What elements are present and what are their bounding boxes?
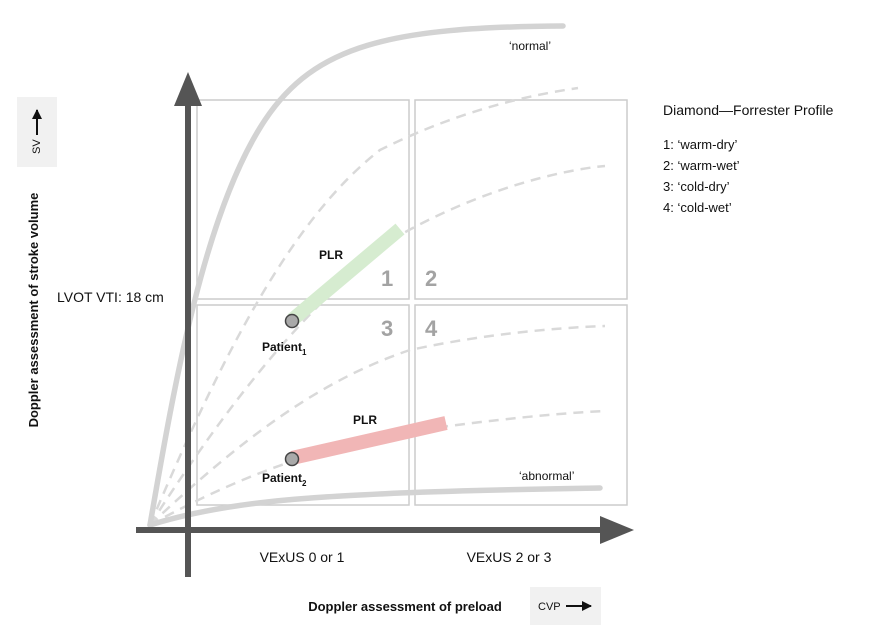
lvot-vti-label: LVOT VTI: 18 cm — [57, 289, 164, 305]
legend-title: Diamond—Forrester Profile — [663, 102, 834, 118]
legend-item-1: 1: ‘warm-dry’ — [663, 137, 738, 152]
cvp-tag-label: CVP — [538, 601, 561, 613]
dashed-curve-1 — [148, 86, 579, 526]
quadrant-2-number: 2 — [425, 266, 437, 291]
patient-2-label: Patient2 — [262, 471, 307, 488]
quadrant-grid — [196, 99, 628, 506]
patient-1-point — [284, 313, 300, 329]
legend: Diamond—Forrester Profile 1: ‘warm-dry’ … — [663, 102, 834, 215]
quadrant-4-number: 4 — [425, 316, 438, 341]
legend-item-3: 3: ‘cold-dry’ — [663, 179, 730, 194]
abnormal-curve-label: ‘abnormal’ — [519, 469, 574, 483]
quadrant-3-box — [196, 304, 410, 506]
normal-curve-label: ‘normal’ — [509, 39, 551, 53]
quadrant-2-box — [414, 99, 628, 300]
x-axis-title: Doppler assessment of preload — [308, 599, 502, 614]
legend-item-2: 2: ‘warm-wet’ — [663, 158, 740, 173]
normal-curve — [147, 23, 566, 528]
quadrant-1-number: 1 — [381, 266, 393, 291]
patient-2-point — [284, 451, 300, 467]
patient-2-name: Patient — [262, 471, 302, 485]
patient-1-subscript: 1 — [302, 348, 307, 357]
plr-band-patient-2 — [290, 416, 448, 465]
x-zone-left-label: VExUS 0 or 1 — [260, 549, 345, 565]
x-zone-right-label: VExUS 2 or 3 — [467, 549, 552, 565]
intermediate-curves — [148, 86, 606, 527]
plr-label-patient-1: PLR — [319, 248, 343, 262]
axes — [136, 72, 634, 577]
patient-1-label: Patient1 — [262, 340, 307, 357]
x-axis-arrowhead-icon — [600, 516, 634, 544]
dashed-curve-3 — [149, 324, 606, 526]
y-axis-title: Doppler assessment of stroke volume — [26, 193, 41, 428]
sv-tag-label: SV — [31, 139, 43, 154]
legend-item-4: 4: ‘cold-wet’ — [663, 200, 732, 215]
patient-2-subscript: 2 — [302, 479, 307, 488]
patient-1-name: Patient — [262, 340, 302, 354]
abnormal-curve — [147, 485, 603, 528]
quadrant-3-number: 3 — [381, 316, 393, 341]
quadrant-1-box — [196, 99, 410, 300]
plr-label-patient-2: PLR — [353, 413, 377, 427]
quadrant-4-box — [414, 304, 628, 506]
y-axis-arrowhead-icon — [174, 72, 202, 106]
plr-band-patient-1 — [287, 223, 405, 326]
